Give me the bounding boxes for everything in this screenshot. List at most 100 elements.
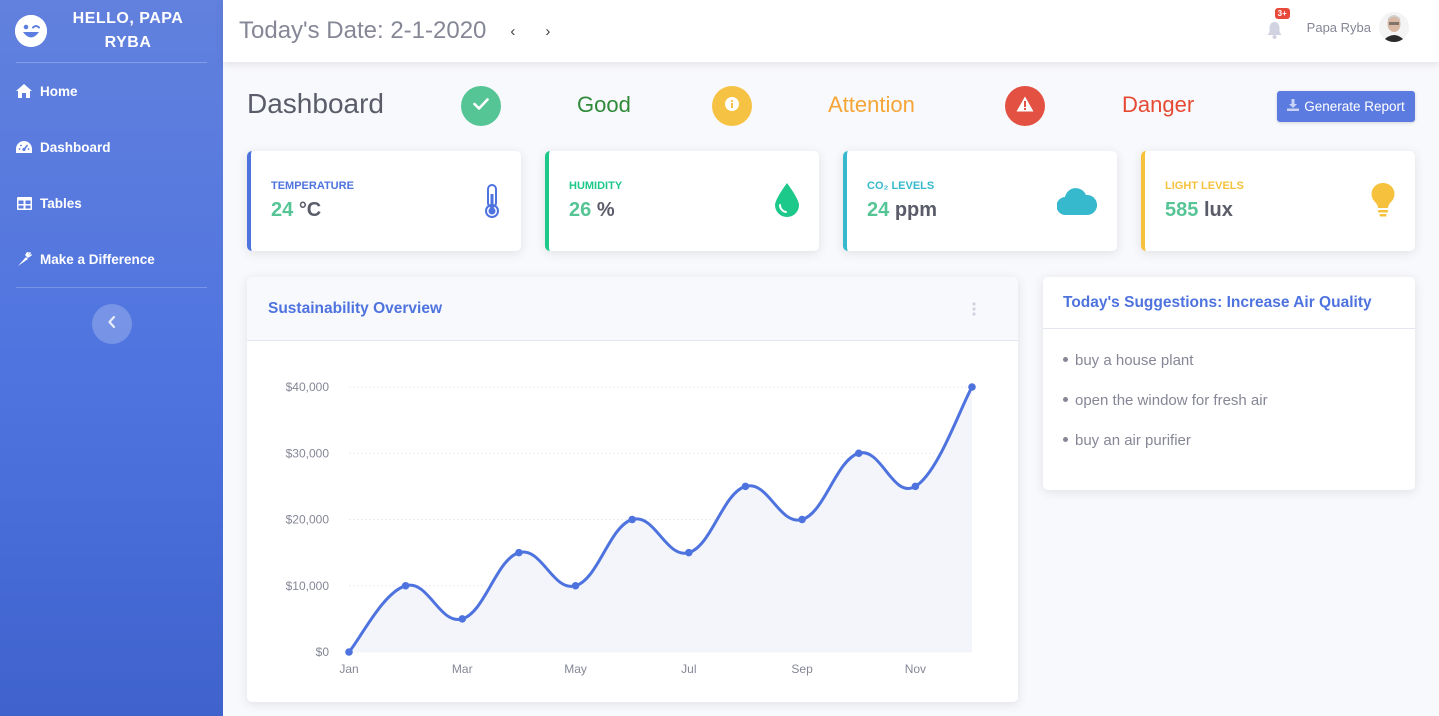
- data-point[interactable]: [345, 648, 353, 656]
- stat-number: 585: [1165, 199, 1199, 221]
- chevron-left-icon: [107, 315, 116, 333]
- suggestions-title: Today's Suggestions: Increase Air Qualit…: [1063, 293, 1372, 311]
- y-tick-label: $20,000: [286, 513, 330, 527]
- suggestion-text: open the window for fresh air: [1075, 392, 1268, 409]
- data-point[interactable]: [741, 482, 750, 491]
- bullet-icon: [1063, 396, 1068, 402]
- sidebar-item-label: Tables: [40, 195, 82, 211]
- status-good-icon: [461, 86, 501, 126]
- sidebar-brand[interactable]: HELLO, PAPA RYBA: [0, 0, 223, 62]
- prev-date-button[interactable]: ‹: [510, 22, 516, 40]
- status-danger-label: Danger: [1122, 92, 1195, 117]
- sidebar-item-label: Home: [40, 83, 78, 99]
- x-tick-label: Mar: [452, 662, 473, 676]
- page-title: Dashboard: [247, 88, 384, 119]
- stat-unit: °C: [298, 199, 322, 221]
- list-item: buy a house plant: [1063, 352, 1415, 392]
- sidebar-item-tables[interactable]: Tables: [0, 175, 223, 231]
- download-icon: [1287, 99, 1304, 114]
- info-icon: [725, 96, 739, 116]
- y-tick-label: $40,000: [286, 380, 330, 394]
- data-point[interactable]: [968, 383, 976, 391]
- more-options-icon[interactable]: [972, 302, 976, 321]
- alerts-badge: 3+: [1274, 8, 1290, 19]
- stat-value: 24 °C: [271, 199, 321, 222]
- bullet-icon: [1063, 356, 1068, 362]
- suggestions-list: buy a house plant open the window for fr…: [1043, 329, 1415, 472]
- stat-label: LIGHT LEVELS: [1165, 180, 1244, 192]
- data-point[interactable]: [854, 449, 863, 458]
- status-good-label: Good: [577, 92, 631, 117]
- laugh-wink-icon: [15, 15, 47, 47]
- data-point[interactable]: [401, 581, 410, 590]
- chart-card-title: Sustainability Overview: [268, 299, 443, 317]
- lightbulb-icon: [1371, 182, 1395, 222]
- stat-unit: %: [596, 199, 615, 221]
- avatar[interactable]: [1379, 12, 1409, 42]
- stat-label: TEMPERATURE: [271, 180, 354, 192]
- thermometer-icon: [483, 184, 501, 223]
- data-point[interactable]: [911, 482, 920, 491]
- suggestion-text: buy a house plant: [1075, 352, 1194, 369]
- sidebar-item-home[interactable]: Home: [0, 63, 223, 119]
- brand-text: HELLO, PAPA RYBA: [47, 7, 223, 55]
- suggestions-card: Today's Suggestions: Increase Air Qualit…: [1043, 277, 1415, 490]
- brand-line-1: HELLO, PAPA: [72, 10, 184, 27]
- data-point[interactable]: [685, 548, 693, 557]
- y-tick-label: $0: [316, 645, 330, 659]
- y-tick-label: $30,000: [286, 446, 330, 460]
- table-icon: [16, 196, 32, 210]
- list-item: buy an air purifier: [1063, 432, 1415, 472]
- stat-card-humidity: HUMIDITY 26 %: [545, 151, 819, 251]
- cloud-icon: [1056, 187, 1098, 220]
- chart-card-header: Sustainability Overview: [247, 277, 1018, 341]
- next-date-button[interactable]: ›: [545, 22, 551, 40]
- home-icon: [16, 84, 32, 98]
- data-point[interactable]: [571, 581, 580, 590]
- sidebar-item-dashboard[interactable]: Dashboard: [0, 119, 223, 175]
- line-chart: $0 $10,000 $20,000 $30,000 $40,000 Jan Mar May J…: [286, 380, 976, 676]
- data-point[interactable]: [628, 515, 636, 524]
- x-tick-label: Jan: [339, 662, 358, 676]
- sidebar-toggle-button[interactable]: [91, 304, 132, 344]
- data-point[interactable]: [798, 515, 806, 524]
- brand-line-2: RYBA: [104, 34, 152, 51]
- sidebar: HELLO, PAPA RYBA Home Dashboard Tables M…: [0, 0, 223, 716]
- carrot-icon: [16, 251, 32, 267]
- stat-card-co2: CO₂ LEVELS 24 ppm: [843, 151, 1117, 251]
- chart-area-fill: [349, 387, 972, 652]
- data-point[interactable]: [515, 548, 523, 557]
- list-item: open the window for fresh air: [1063, 392, 1415, 432]
- status-danger-icon: [1005, 86, 1045, 126]
- status-attention-label: Attention: [828, 92, 915, 117]
- x-tick-label: Jul: [681, 662, 696, 676]
- stat-value: 26 %: [569, 199, 615, 222]
- stat-label: HUMIDITY: [569, 180, 623, 192]
- status-attention-icon: [712, 86, 752, 126]
- tachometer-icon: [16, 140, 32, 154]
- check-icon: [473, 97, 489, 115]
- todays-date: Today's Date: 2-1-2020: [239, 17, 487, 44]
- stat-value: 585 lux: [1165, 199, 1233, 222]
- data-point[interactable]: [458, 615, 467, 623]
- user-name[interactable]: Papa Ryba: [1306, 19, 1371, 35]
- warning-icon: [1016, 96, 1034, 117]
- stat-label: CO₂ LEVELS: [867, 180, 935, 192]
- generate-report-button[interactable]: Generate Report: [1277, 91, 1415, 122]
- topbar: Today's Date: 2-1-2020 ‹ › 3+ Papa Ryba: [223, 0, 1439, 62]
- sidebar-item-make-a-difference[interactable]: Make a Difference: [0, 231, 223, 287]
- topbar-user-area: 3+ Papa Ryba: [1267, 8, 1409, 44]
- alerts-button[interactable]: 3+: [1267, 8, 1290, 39]
- stat-number: 24: [271, 199, 294, 221]
- suggestions-header: Today's Suggestions: Increase Air Qualit…: [1043, 277, 1415, 329]
- generate-report-label: Generate Report: [1304, 99, 1405, 114]
- water-drop-icon: [775, 183, 799, 222]
- x-tick-label: Nov: [905, 662, 926, 676]
- stat-value: 24 ppm: [867, 199, 937, 222]
- sidebar-divider: [16, 62, 207, 63]
- bullet-icon: [1063, 436, 1068, 442]
- stat-number: 24: [867, 199, 890, 221]
- x-tick-label: May: [564, 662, 587, 676]
- stat-unit: ppm: [894, 199, 938, 221]
- sidebar-item-label: Make a Difference: [40, 251, 155, 267]
